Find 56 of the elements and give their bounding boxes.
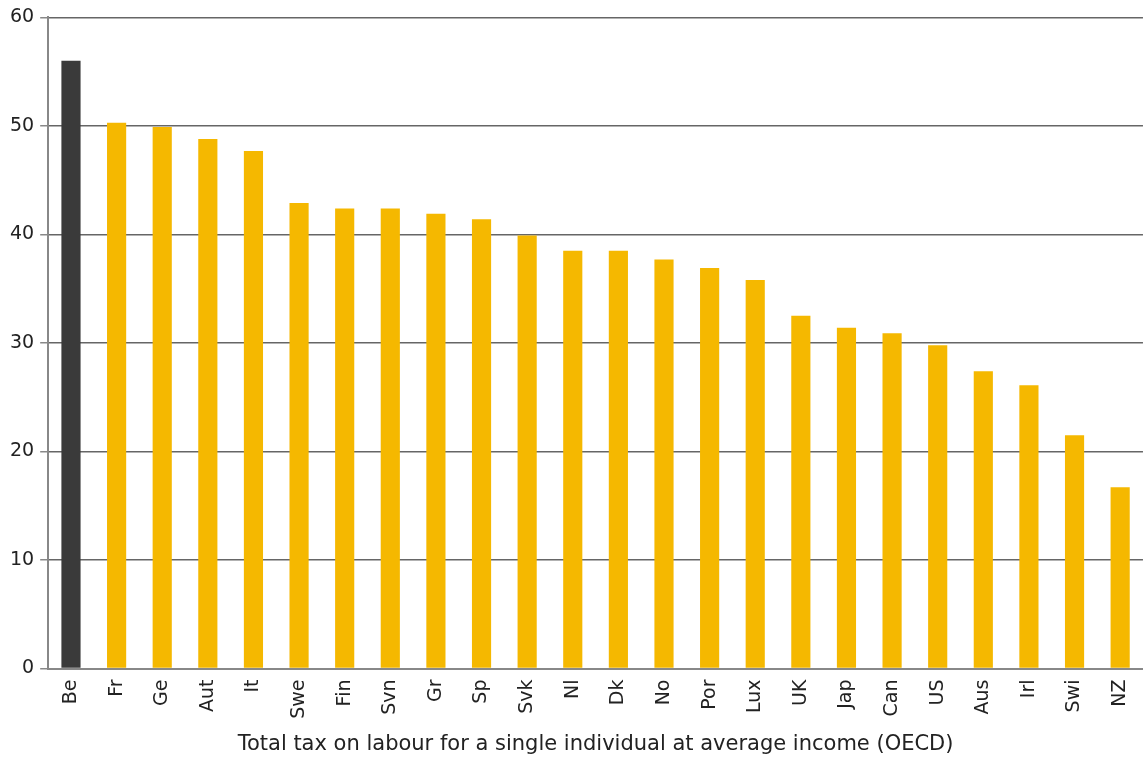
bar [152,127,172,668]
bar [107,122,127,668]
bar [289,202,309,668]
y-tick-label: 0 [22,655,35,678]
x-tick-label: Svn [377,679,400,715]
bar [791,315,811,668]
x-tick-label: Swe [286,679,308,719]
x-tick-label: No [650,679,673,706]
bar [836,327,857,668]
x-tick-label: Be [57,679,80,705]
bar [380,208,400,668]
bar [654,259,674,668]
bar [882,333,902,668]
x-tick-label: US [924,679,947,706]
x-tick-label: Irl [1015,679,1038,699]
bar [198,138,218,668]
x-tick-label: Aut [194,679,217,713]
y-tick-label: 40 [9,221,35,244]
x-tick-label: Can [879,679,902,717]
bar [517,235,537,668]
x-tick-label: Ge [149,679,172,706]
x-tick-label: Jap [833,679,856,710]
y-tick-label: 20 [9,438,35,461]
x-axis-title: Total tax on labour for a single individual at average income (OECD) [236,730,954,755]
bar [608,250,628,668]
y-tick-label: 10 [9,546,35,569]
bar [426,213,446,668]
bar [1110,487,1130,668]
bar [335,208,355,668]
x-tick-label: Sp [468,679,491,704]
x-tick-label: Por [696,679,719,710]
bar [745,280,765,668]
y-tick-label: 30 [9,329,35,352]
x-tick-label: Lux [742,679,765,714]
y-tick-label: 60 [9,4,35,27]
x-tick-label: Fr [103,679,126,697]
bar [61,60,81,668]
x-tick-label: Swi [1061,679,1084,713]
y-tick-label: 50 [9,112,35,135]
x-tick-label: Fin [331,679,354,707]
x-tick-label: It [240,679,263,693]
bar [1019,385,1039,668]
bar [1064,435,1085,668]
bar [928,345,948,668]
x-tick-label: Aus [970,679,993,715]
x-tick-label: Nl [559,679,582,700]
x-tick-label: Svk [514,679,537,714]
bar [973,371,993,668]
bar [563,250,583,668]
bar [700,268,720,668]
bar [471,219,492,668]
x-tick-label: Gr [422,679,445,703]
bar [243,150,264,668]
x-tick-label: UK [787,678,810,706]
x-tick-label: Dk [605,679,628,706]
x-tick-label: NZ [1107,679,1130,707]
